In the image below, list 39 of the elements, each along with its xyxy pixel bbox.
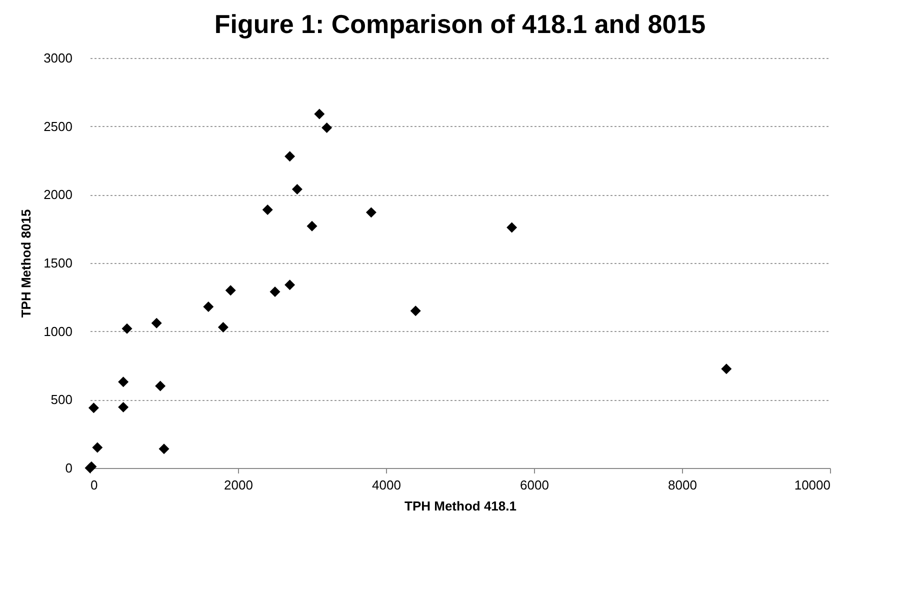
y-tick-label: 1500 [44, 256, 72, 270]
point [292, 184, 302, 194]
point [118, 376, 129, 388]
x-tick-label: 10000 [794, 478, 830, 492]
point [203, 301, 214, 312]
point [410, 306, 421, 316]
x-axis-title: TPH Method 418.1 [404, 498, 516, 514]
point [155, 380, 166, 392]
chart-title: Figure 1: Comparison of 418.1 and 8015 [214, 9, 706, 39]
y-tick-label: 0 [65, 460, 72, 476]
point [322, 122, 332, 133]
y-tick-label: 3000 [44, 50, 72, 66]
point [92, 442, 103, 453]
point [225, 285, 236, 296]
x-tick-label: 4000 [372, 478, 401, 492]
point [270, 286, 280, 297]
x-tick-label: 6000 [520, 478, 549, 492]
point [506, 222, 518, 233]
point [306, 220, 318, 232]
y-tick-label: 2500 [44, 118, 72, 134]
point [122, 323, 132, 334]
point [366, 207, 376, 218]
x-tick-label: 0 [90, 478, 98, 492]
point [88, 402, 99, 414]
point [218, 322, 228, 332]
x-tick-label: 8000 [668, 478, 697, 492]
point [151, 318, 162, 328]
point [284, 151, 296, 162]
point [262, 204, 273, 215]
y-tick-label: 1000 [44, 324, 72, 339]
y-tick-label: 2000 [44, 187, 72, 202]
x-tick-label: 2000 [224, 478, 253, 492]
point [721, 364, 732, 374]
point [314, 108, 325, 120]
point [284, 280, 296, 290]
point [158, 444, 170, 454]
y-tick-label: 500 [50, 392, 72, 408]
point [118, 402, 129, 412]
y-axis-title: TPH Method 8015 [18, 209, 34, 318]
